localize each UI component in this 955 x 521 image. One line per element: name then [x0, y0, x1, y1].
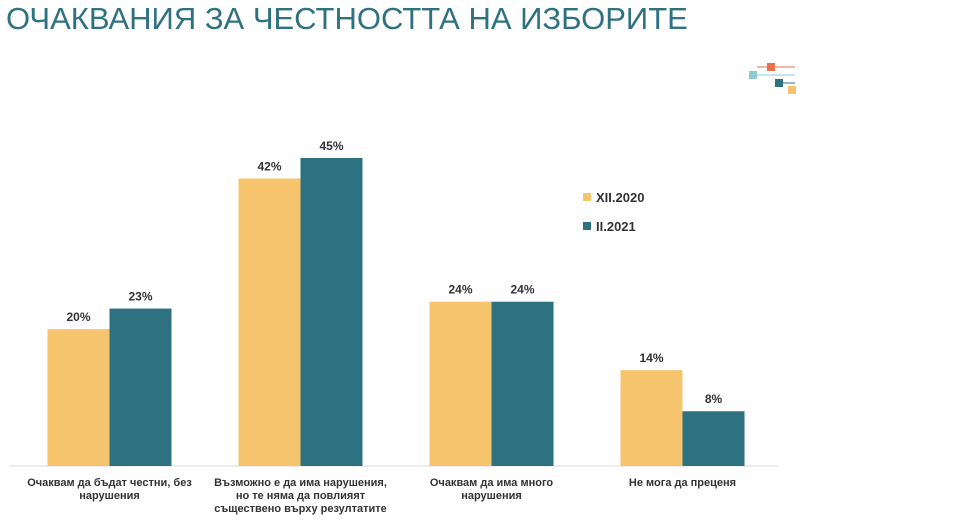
x-tick-label: Възможно е да има нарушения, но те няма …	[214, 477, 387, 515]
bar	[491, 301, 554, 466]
data-label: 42%	[257, 160, 281, 174]
legend-swatch	[583, 222, 591, 230]
data-label: 45%	[319, 139, 343, 153]
data-label: 14%	[639, 351, 663, 365]
data-label: 23%	[128, 290, 152, 304]
bar	[300, 158, 363, 466]
x-tick-label: Не мога да преценя	[628, 477, 737, 489]
bar	[109, 308, 172, 466]
data-label: 20%	[66, 310, 90, 324]
data-label: 24%	[448, 283, 472, 297]
legend-swatch	[583, 193, 591, 201]
data-label: 24%	[510, 283, 534, 297]
x-tick-label: Очаквам да бъдат честни, без нарушения	[27, 477, 192, 502]
chart-title: ОЧАКВАНИЯ ЗА ЧЕСТНОСТТА НА ИЗБОРИТЕ	[6, 1, 688, 36]
bar	[47, 329, 110, 466]
x-tick-label: Очаквам да има много нарушения	[429, 477, 554, 502]
bar	[238, 178, 301, 467]
bar	[429, 301, 492, 466]
logo	[749, 63, 796, 94]
bar	[620, 370, 683, 466]
legend-label: II.2021	[596, 219, 636, 234]
legend-label: XII.2020	[596, 190, 644, 205]
bar	[682, 411, 745, 466]
data-label: 8%	[705, 392, 723, 406]
